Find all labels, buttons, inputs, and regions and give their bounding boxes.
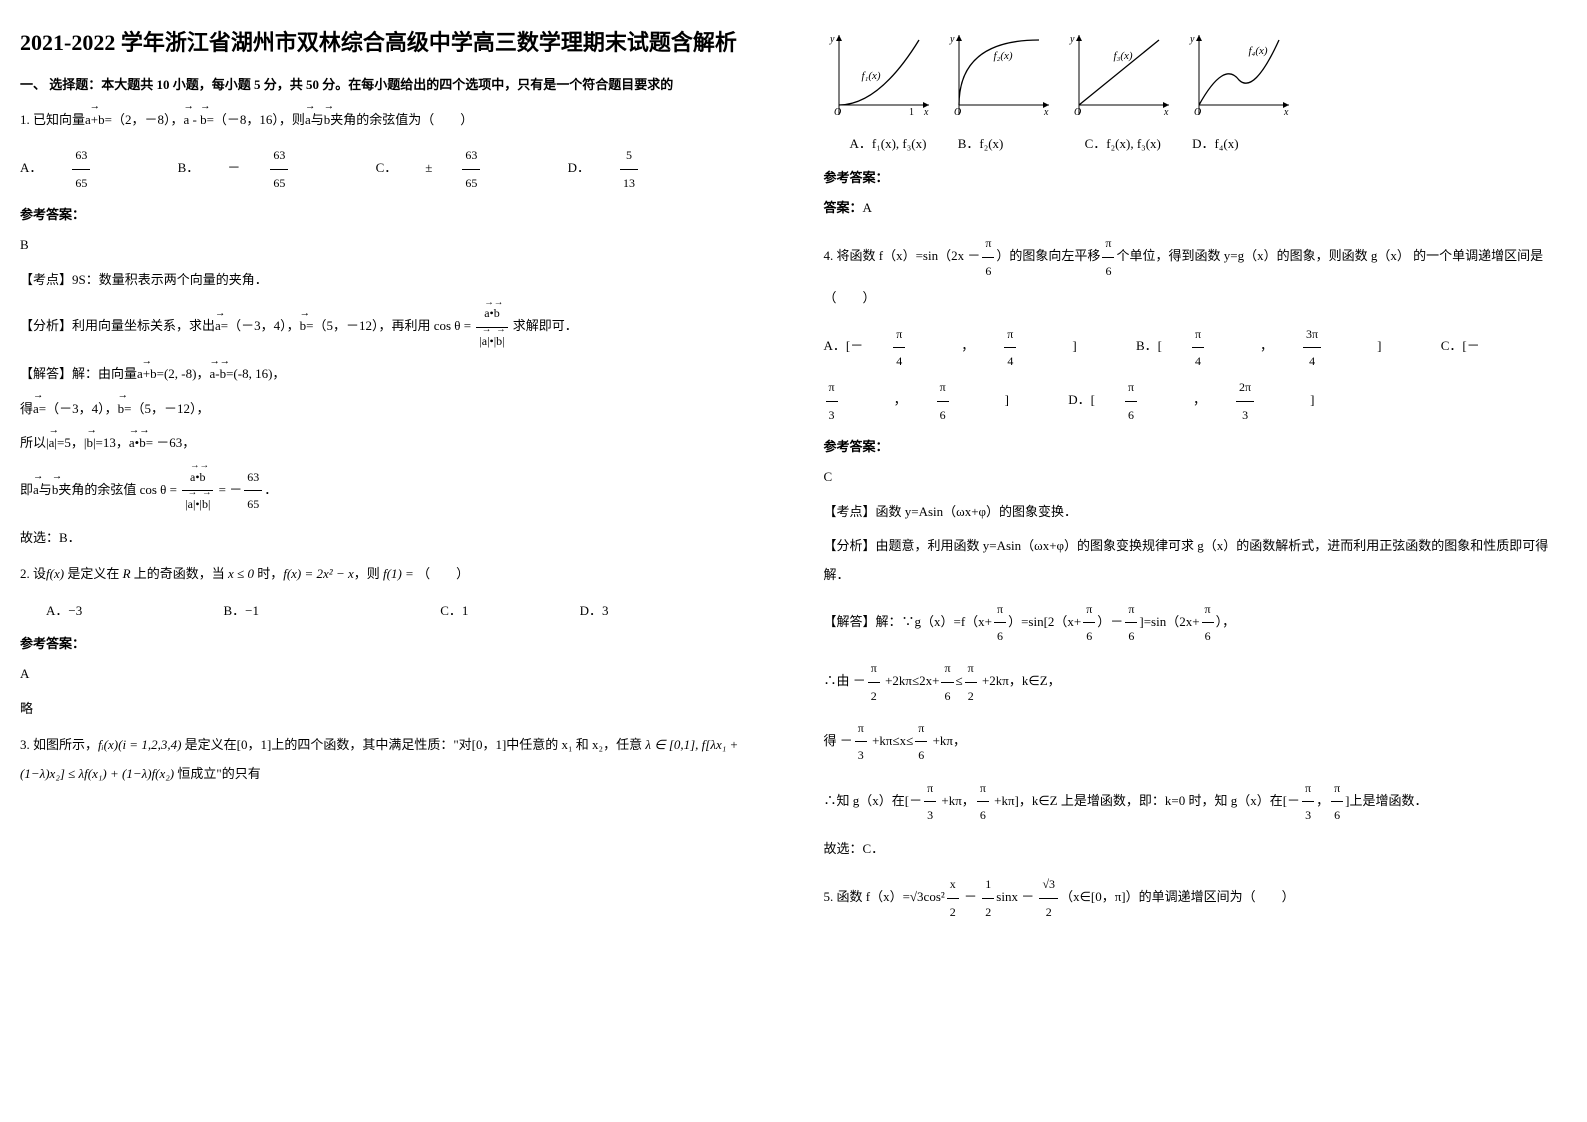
graph-f3: O x y f₃(x) — [1064, 30, 1174, 120]
q3-graphs: O x y 1 f₁(x) O x y f₂(x) O x y — [824, 30, 1568, 120]
left-column: 2021-2022 学年浙江省湖州市双林综合高级中学高三数学理期末试题含解析 一… — [20, 20, 764, 933]
svg-text:y: y — [829, 34, 835, 45]
svg-text:x: x — [1043, 107, 1049, 118]
q4-ans-label: 参考答案： — [824, 436, 1568, 455]
q4-guxuan: 故选：C． — [824, 835, 1568, 864]
q1-options: A．6365 B．－6365 C．±6365 D．513 — [20, 142, 764, 196]
svg-text:y: y — [1189, 34, 1195, 45]
q2-options: A．−3 B．−1 C．1 D．3 — [20, 597, 764, 626]
graph-f1: O x y 1 f₁(x) — [824, 30, 934, 120]
svg-text:O: O — [954, 107, 961, 118]
q3-ans: 答案：A — [824, 194, 1568, 223]
q3-ans-label: 参考答案： — [824, 167, 1568, 186]
q1-stem: 1. 已知向量a+b=（2，－8），a - b=（－8，16），则a与b夹角的余… — [20, 106, 764, 135]
q4-ans-letter: C — [824, 463, 1568, 492]
q4-jieda-1: 【解答】解：∵g（x）=f（x+π6）=sin[2（x+π6）－π6]=sin（… — [824, 596, 1568, 650]
svg-text:O: O — [1074, 107, 1081, 118]
title: 2021-2022 学年浙江省湖州市双林综合高级中学高三数学理期末试题含解析 — [20, 28, 764, 59]
q1-jieda-4: 即a与b夹角的余弦值 cos θ = a•b|a|•|b| = －6365． — [20, 464, 764, 518]
q4-jieda-2: ∴由 －π2 +2kπ≤2x+π6≤π2 +2kπ，k∈Z， — [824, 655, 1568, 709]
section-1-head: 一、 选择题：本大题共 10 小题，每小题 5 分，共 50 分。在每小题给出的… — [20, 75, 764, 96]
q1-fenxi: 【分析】利用向量坐标关系，求出a=（－3，4），b=（5，－12），再利用 co… — [20, 300, 764, 354]
svg-text:x: x — [1163, 107, 1169, 118]
svg-text:x: x — [923, 107, 929, 118]
svg-text:y: y — [1069, 34, 1075, 45]
q1-ans-letter: B — [20, 231, 764, 260]
q3-options: A．f₁(x), f₃(x) B．f₂(x) C．f₂(x), f₃(x) D．… — [824, 130, 1568, 159]
graph-f4: O x y f₄(x) — [1184, 30, 1294, 120]
q4-jieda-3: 得 －π3 +kπ≤x≤π6 +kπ， — [824, 715, 1568, 769]
q2-ans-letter: A — [20, 660, 764, 689]
svg-text:y: y — [949, 34, 955, 45]
q1-guxuan: 故选：B． — [20, 524, 764, 553]
q2-lue: 略 — [20, 695, 764, 724]
svg-text:1: 1 — [909, 107, 914, 118]
q4-jieda-4: ∴知 g（x）在[－π3 +kπ，π6 +kπ]，k∈Z 上是增函数，即：k=0… — [824, 775, 1568, 829]
q1-ans-label: 参考答案： — [20, 204, 764, 223]
q1-jieda-1: 【解答】解：由向量a+b=(2, -8)，a-b=(-8, 16)， — [20, 360, 764, 389]
svg-text:O: O — [1194, 107, 1201, 118]
q5-stem: 5. 函数 f（x）=√3cos²x2 － 12sinx － √32（x∈[0，… — [824, 871, 1568, 925]
q4-options: A．[－π4，π4] B．[π4，3π4] C．[－π3，π6] D．[π6，2… — [824, 321, 1568, 429]
q4-fenxi: 【分析】由题意，利用函数 y=Asin（ωx+φ）的图象变换规律可求 g（x）的… — [824, 532, 1568, 589]
graph-f2: O x y f₂(x) — [944, 30, 1054, 120]
q2-ans-label: 参考答案： — [20, 633, 764, 652]
svg-text:x: x — [1283, 107, 1289, 118]
q4-kaodian: 【考点】函数 y=Asin（ωx+φ）的图象变换． — [824, 498, 1568, 527]
q1-jieda-3: 所以|a|=5，|b|=13，a•b= －63， — [20, 429, 764, 458]
q3-stem: 3. 如图所示，fᵢ(x)(i = 1,2,3,4) 是定义在[0，1]上的四个… — [20, 731, 764, 788]
q1-kaodian: 【考点】9S：数量积表示两个向量的夹角． — [20, 266, 764, 295]
right-column: O x y 1 f₁(x) O x y f₂(x) O x y — [824, 20, 1568, 933]
q2-stem: 2. 设f(x) 是定义在 R 上的奇函数，当 x ≤ 0 时，f(x) = 2… — [20, 560, 764, 589]
svg-text:O: O — [834, 107, 841, 118]
q4-stem: 4. 将函数 f（x）=sin（2x －π6）的图象向左平移π6个单位，得到函数… — [824, 230, 1568, 312]
